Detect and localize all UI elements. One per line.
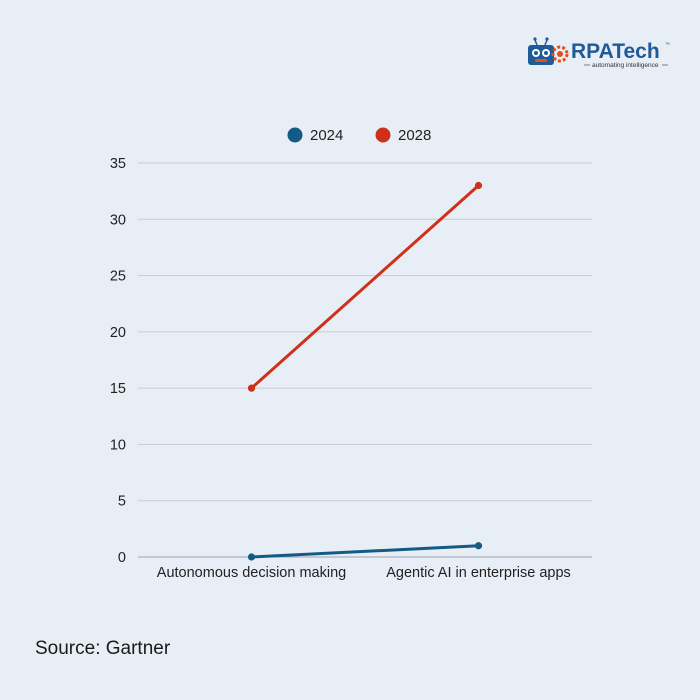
y-tick-label: 30	[110, 212, 126, 228]
x-axis-ticks: Autonomous decision making Agentic AI in …	[157, 565, 571, 581]
y-tick-label: 0	[118, 550, 126, 566]
series-line	[250, 184, 480, 390]
data-point	[474, 542, 483, 550]
legend-marker	[375, 127, 391, 143]
y-tick-label: 20	[110, 325, 126, 341]
series-2028	[247, 181, 483, 392]
y-tick-label: 25	[110, 269, 126, 285]
svg-text:RPATech: RPATech	[571, 40, 660, 63]
legend-label: 2028	[398, 127, 431, 144]
legend-item: 2024	[287, 127, 343, 144]
y-tick-label: 5	[118, 494, 126, 510]
brand-tagline: automating intelligence	[592, 62, 659, 69]
series-line	[250, 544, 480, 559]
series-2024	[247, 542, 483, 561]
brand-name-part2: Tech	[612, 40, 659, 63]
y-tick-label: 35	[110, 156, 126, 172]
legend-label: 2024	[310, 127, 343, 144]
x-tick-label: Autonomous decision making	[157, 565, 346, 581]
robot-icon	[528, 37, 569, 65]
x-tick-label: Agentic AI in enterprise apps	[386, 565, 571, 581]
legend-item: 2028	[375, 127, 431, 144]
data-point	[247, 553, 256, 561]
source-note: Source: Gartner	[35, 638, 171, 659]
rpatech-logo: RPATech ™ automating intelligence	[528, 37, 670, 69]
y-tick-label: 15	[110, 381, 126, 397]
chart-legend: 2024 2028	[287, 127, 431, 144]
y-axis-ticks: 0 5 10 15 20 25 30 35	[110, 156, 126, 566]
trademark-symbol: ™	[665, 42, 670, 48]
data-point	[247, 384, 256, 392]
y-tick-label: 10	[110, 437, 126, 453]
chart-series	[247, 181, 483, 561]
chart-grid	[138, 162, 592, 558]
data-point	[474, 181, 483, 190]
brand-name-part1: RPA	[571, 40, 614, 63]
legend-marker	[287, 127, 303, 143]
